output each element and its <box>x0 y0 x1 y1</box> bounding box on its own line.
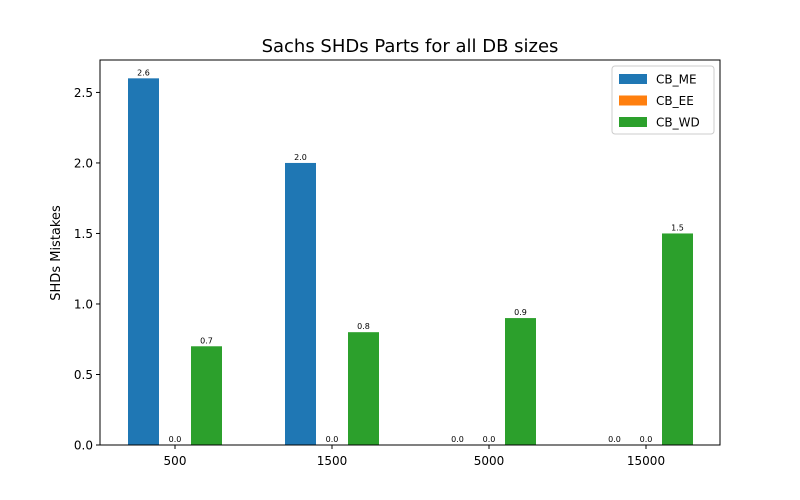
bar-cb-wd-1500 <box>348 332 379 445</box>
y-axis: 0.0 0.5 1.0 1.5 2.0 2.5 <box>74 86 100 453</box>
x-axis: 500 1500 5000 15000 <box>164 445 665 468</box>
legend-label: CB_ME <box>656 73 697 87</box>
y-tick-label: 2.5 <box>74 86 93 100</box>
y-tick-label: 0.5 <box>74 368 93 382</box>
bar-value-label: 0.0 <box>608 435 621 444</box>
x-tick-label: 5000 <box>474 454 505 468</box>
bar-value-label: 2.0 <box>294 153 307 162</box>
y-axis-label: SHDs Mistakes <box>49 205 64 301</box>
legend-label: CB_EE <box>656 94 694 108</box>
chart-title: Sachs SHDs Parts for all DB sizes <box>262 36 559 57</box>
bar-value-label: 0.0 <box>326 435 339 444</box>
bar-value-label: 0.8 <box>357 322 370 331</box>
legend: CB_ME CB_EE CB_WD <box>611 65 715 135</box>
y-tick-label: 1.0 <box>74 297 93 311</box>
bar-cb-wd-15000 <box>662 233 693 445</box>
y-tick-label: 0.0 <box>74 439 93 453</box>
bar-cb-wd-500 <box>191 346 222 445</box>
x-tick-label: 500 <box>164 454 187 468</box>
plot-frame <box>99 59 721 446</box>
bar-value-label: 0.0 <box>483 435 496 444</box>
bar-value-label: 2.6 <box>137 68 150 77</box>
bar-cb-me-1500 <box>285 162 316 445</box>
x-tick-label: 15000 <box>627 454 665 468</box>
y-tick-label: 1.5 <box>74 227 93 241</box>
legend-label: CB_WD <box>656 116 700 130</box>
bar-labels-layer: 2.6 2.0 0.0 0.0 0.0 0.0 0.0 0.0 0.7 0.8 0.9 1.5 <box>137 68 684 444</box>
y-tick-label: 2.0 <box>74 156 93 170</box>
bar-cb-me-500 <box>128 78 159 445</box>
bars-layer <box>128 78 693 445</box>
bar-cb-wd-5000 <box>505 318 536 445</box>
bar-value-label: 0.9 <box>514 308 527 317</box>
legend-swatch <box>619 117 647 127</box>
x-tick-label: 1500 <box>317 454 348 468</box>
bar-value-label: 0.0 <box>451 435 464 444</box>
bar-value-label: 0.0 <box>640 435 653 444</box>
legend-swatch <box>619 95 647 106</box>
bar-value-label: 0.0 <box>169 435 182 444</box>
bar-value-label: 0.7 <box>200 336 213 345</box>
bar-value-label: 1.5 <box>671 223 684 232</box>
legend-swatch <box>619 74 647 84</box>
